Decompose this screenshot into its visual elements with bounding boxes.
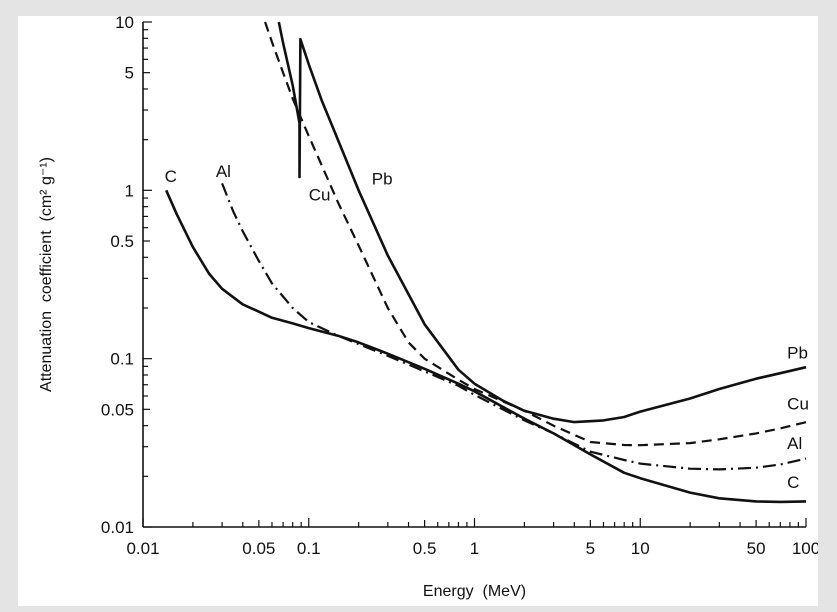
axes — [142, 22, 806, 528]
series-line-al — [221, 182, 807, 471]
attenuation-chart: 0.01 0.05 0.1 0.5 1 5 10 50 100 10 5 1 0.5 0.1 0.05 0.0… — [38, 16, 818, 600]
series-line-pb — [277, 21, 807, 424]
x-tick-label: 0.1 — [297, 539, 321, 558]
x-axis-title: Energy (MeV) — [423, 583, 526, 600]
series-label-pb: Pb — [787, 344, 808, 363]
series-label-c: C — [787, 473, 799, 492]
y-tick-label: 0.5 — [110, 232, 134, 251]
x-tick-label: 0.05 — [242, 539, 275, 558]
series-label-al: Al — [216, 162, 231, 181]
series-label-cu: Cu — [787, 394, 809, 413]
y-axis-title: Attenuation coefficient (cm² g⁻¹) — [38, 157, 55, 392]
x-tick-label: 50 — [747, 539, 766, 558]
y-tick-label: 0.05 — [101, 400, 134, 419]
y-tick-label: 0.01 — [101, 518, 134, 537]
series-label-pb: Pb — [372, 170, 393, 189]
chart-frame: 0.01 0.05 0.1 0.5 1 5 10 50 100 10 5 1 0.5 0.1 0.05 0.0… — [18, 16, 818, 606]
x-tick-label: 0.01 — [126, 539, 159, 558]
x-tick-label: 100 — [792, 539, 818, 558]
y-tick-label: 10 — [115, 16, 134, 32]
series-labels: C Al Cu Pb Pb Cu Al C — [165, 162, 809, 492]
y-tick-label: 1 — [125, 181, 134, 200]
x-tick-label: 1 — [470, 539, 479, 558]
series-lines — [165, 21, 807, 504]
series-line-c — [165, 189, 807, 504]
y-tick-label: 5 — [125, 64, 134, 83]
series-label-cu: Cu — [309, 186, 331, 205]
series-label-al: Al — [787, 434, 802, 453]
series-label-c: C — [165, 167, 177, 186]
series-line-cu — [264, 21, 807, 447]
x-tick-label: 0.5 — [413, 539, 437, 558]
ticks: 0.01 0.05 0.1 0.5 1 5 10 50 100 10 5 1 0.5 0.1 0.05 0.0… — [101, 16, 818, 558]
x-tick-label: 10 — [631, 539, 650, 558]
x-tick-label: 5 — [586, 539, 595, 558]
y-tick-label: 0.1 — [110, 350, 134, 369]
